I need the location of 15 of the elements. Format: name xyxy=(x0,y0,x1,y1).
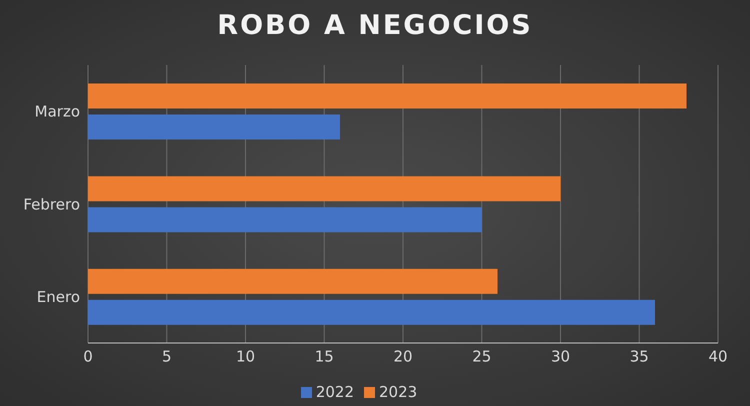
x-tick-label: 10 xyxy=(236,348,256,366)
x-tick-label: 5 xyxy=(162,348,172,366)
chart-title: ROBO A NEGOCIOS xyxy=(216,9,534,43)
x-tick-label: 15 xyxy=(314,348,334,366)
x-tick-label: 20 xyxy=(393,348,413,366)
x-tick-label: 0 xyxy=(83,348,93,366)
x-tick-label: 30 xyxy=(550,348,570,366)
y-tick-label: Enero xyxy=(36,288,80,306)
legend-label: 2022 xyxy=(316,383,354,401)
y-tick-label: Marzo xyxy=(34,102,80,121)
legend-label: 2023 xyxy=(379,383,418,401)
x-tick-label: 25 xyxy=(472,348,492,366)
x-tick-label: 35 xyxy=(630,348,649,366)
y-tick-label: Febrero xyxy=(23,195,80,214)
x-tick-label: 40 xyxy=(708,348,728,366)
